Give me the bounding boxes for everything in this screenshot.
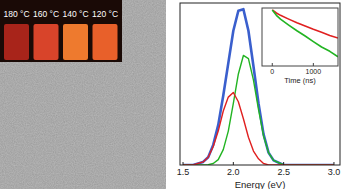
figure: 180 °C 160 °C140 °C 120 °C 1.5 2.0 2.5 3.0 Ener…	[0, 0, 343, 189]
vial	[63, 24, 88, 60]
vial	[34, 24, 59, 60]
x-tick-label: 1000	[306, 68, 322, 75]
series-line	[183, 55, 334, 165]
x-tick-label: 1.5	[177, 167, 190, 177]
vial	[93, 24, 118, 60]
series-line	[272, 10, 338, 38]
chart-background	[166, 0, 343, 189]
x-axis-label: Time (ns)	[284, 76, 316, 85]
plot-frame	[262, 8, 338, 66]
inset-background	[262, 8, 338, 66]
series-line	[183, 92, 334, 165]
vial-photo	[0, 0, 122, 62]
series-line	[272, 10, 338, 57]
x-tick-label: 2.5	[277, 167, 290, 177]
x-tick-label: 3.0	[328, 167, 341, 177]
tem-texture	[0, 0, 166, 189]
vial-label: 140 °C	[62, 9, 88, 19]
vial	[4, 24, 29, 60]
plot-area	[272, 10, 338, 57]
x-axis-label: Energy (eV)	[235, 179, 286, 189]
plot-frame	[180, 3, 340, 165]
x-tick-label: 2.0	[227, 167, 240, 177]
vial-label: 180 °C	[3, 9, 29, 19]
vial-label: 160 °C	[33, 9, 59, 19]
vial-label: 120 °C	[92, 9, 118, 19]
tem-image	[0, 0, 166, 189]
x-tick-label: 0	[270, 68, 274, 75]
